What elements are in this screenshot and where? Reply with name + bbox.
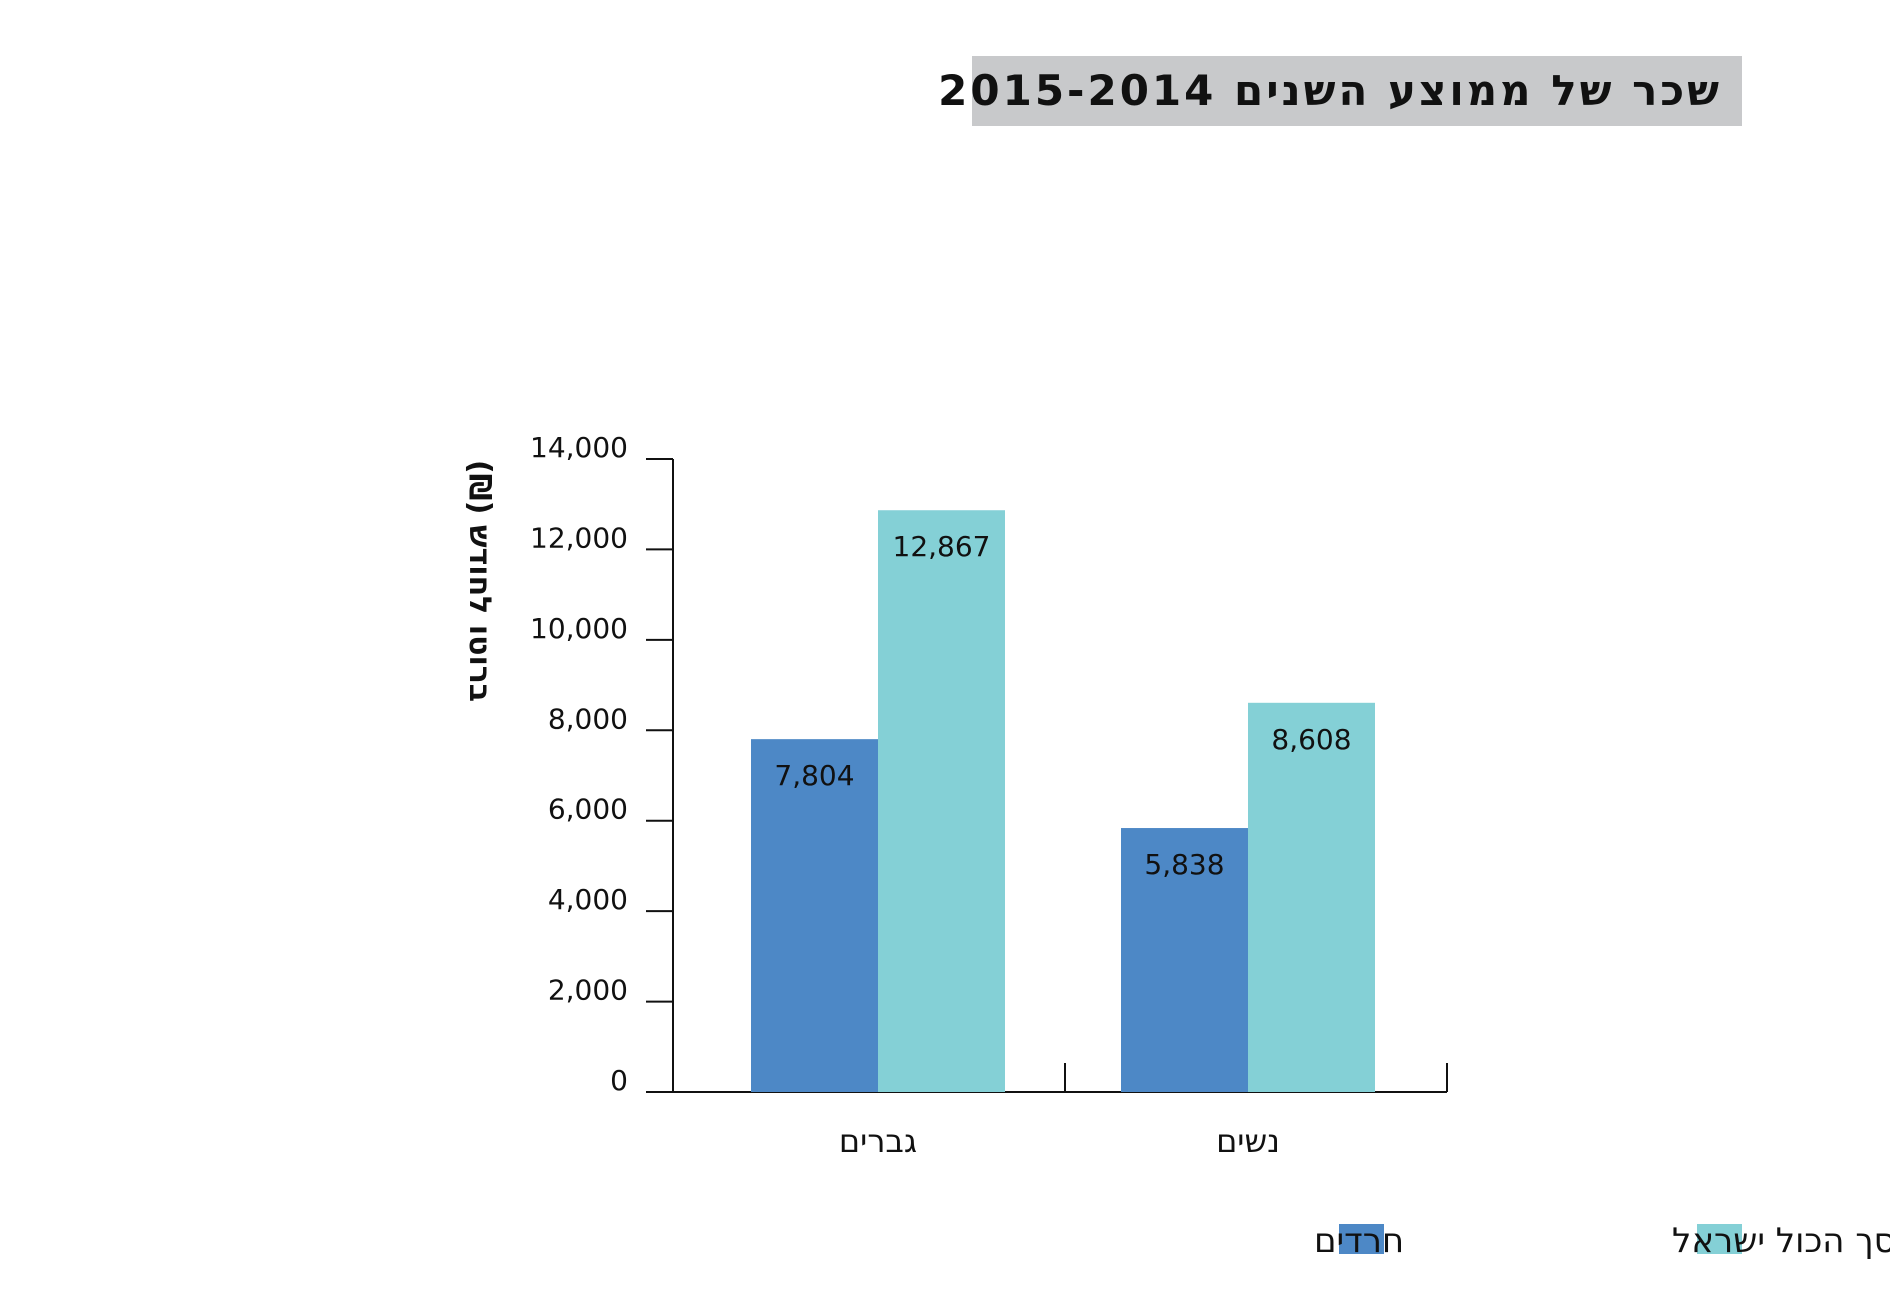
y-tick-label: 2,000	[548, 974, 628, 1007]
data-label: 5,838	[1144, 848, 1224, 881]
labels: 7,804 12,867 גברים 5,838 8,608 נשים	[774, 530, 1351, 1160]
chart-title-box: שכר של ממוצע השנים 2015-2014	[938, 56, 1742, 126]
y-tick-label: 4,000	[548, 883, 628, 916]
y-tick-label: 8,000	[548, 702, 628, 735]
legend-swatch-2	[1697, 1224, 1742, 1254]
bars	[751, 510, 1375, 1092]
bar-1-2	[878, 510, 1005, 1092]
data-label: 8,608	[1271, 723, 1351, 756]
bar-2-2	[1248, 702, 1375, 1092]
bar-2-1	[1121, 828, 1248, 1092]
category-label: גברים	[839, 1122, 917, 1160]
legend-swatch-1	[1339, 1224, 1384, 1254]
y-tick-label: 14,000	[530, 431, 628, 464]
legend-label: חרדים	[1314, 1221, 1404, 1261]
legend-label: סך הכול ישראל	[1672, 1221, 1890, 1261]
category-label: נשים	[1216, 1122, 1280, 1160]
legend: סך הכול ישראל חרדים	[1314, 1221, 1890, 1261]
y-tick-label: 6,000	[548, 793, 628, 826]
y-tick-label: 10,000	[530, 612, 628, 645]
y-axis-title: ברוטו לחודש (₪)	[462, 460, 497, 702]
y-tick-label: 0	[610, 1064, 628, 1097]
data-label: 12,867	[893, 530, 991, 563]
chart-title: שכר של ממוצע השנים 2015-2014	[938, 66, 1722, 115]
y-tick-label: 12,000	[530, 521, 628, 554]
data-label: 7,804	[774, 759, 854, 792]
bar-1-1	[751, 739, 878, 1092]
